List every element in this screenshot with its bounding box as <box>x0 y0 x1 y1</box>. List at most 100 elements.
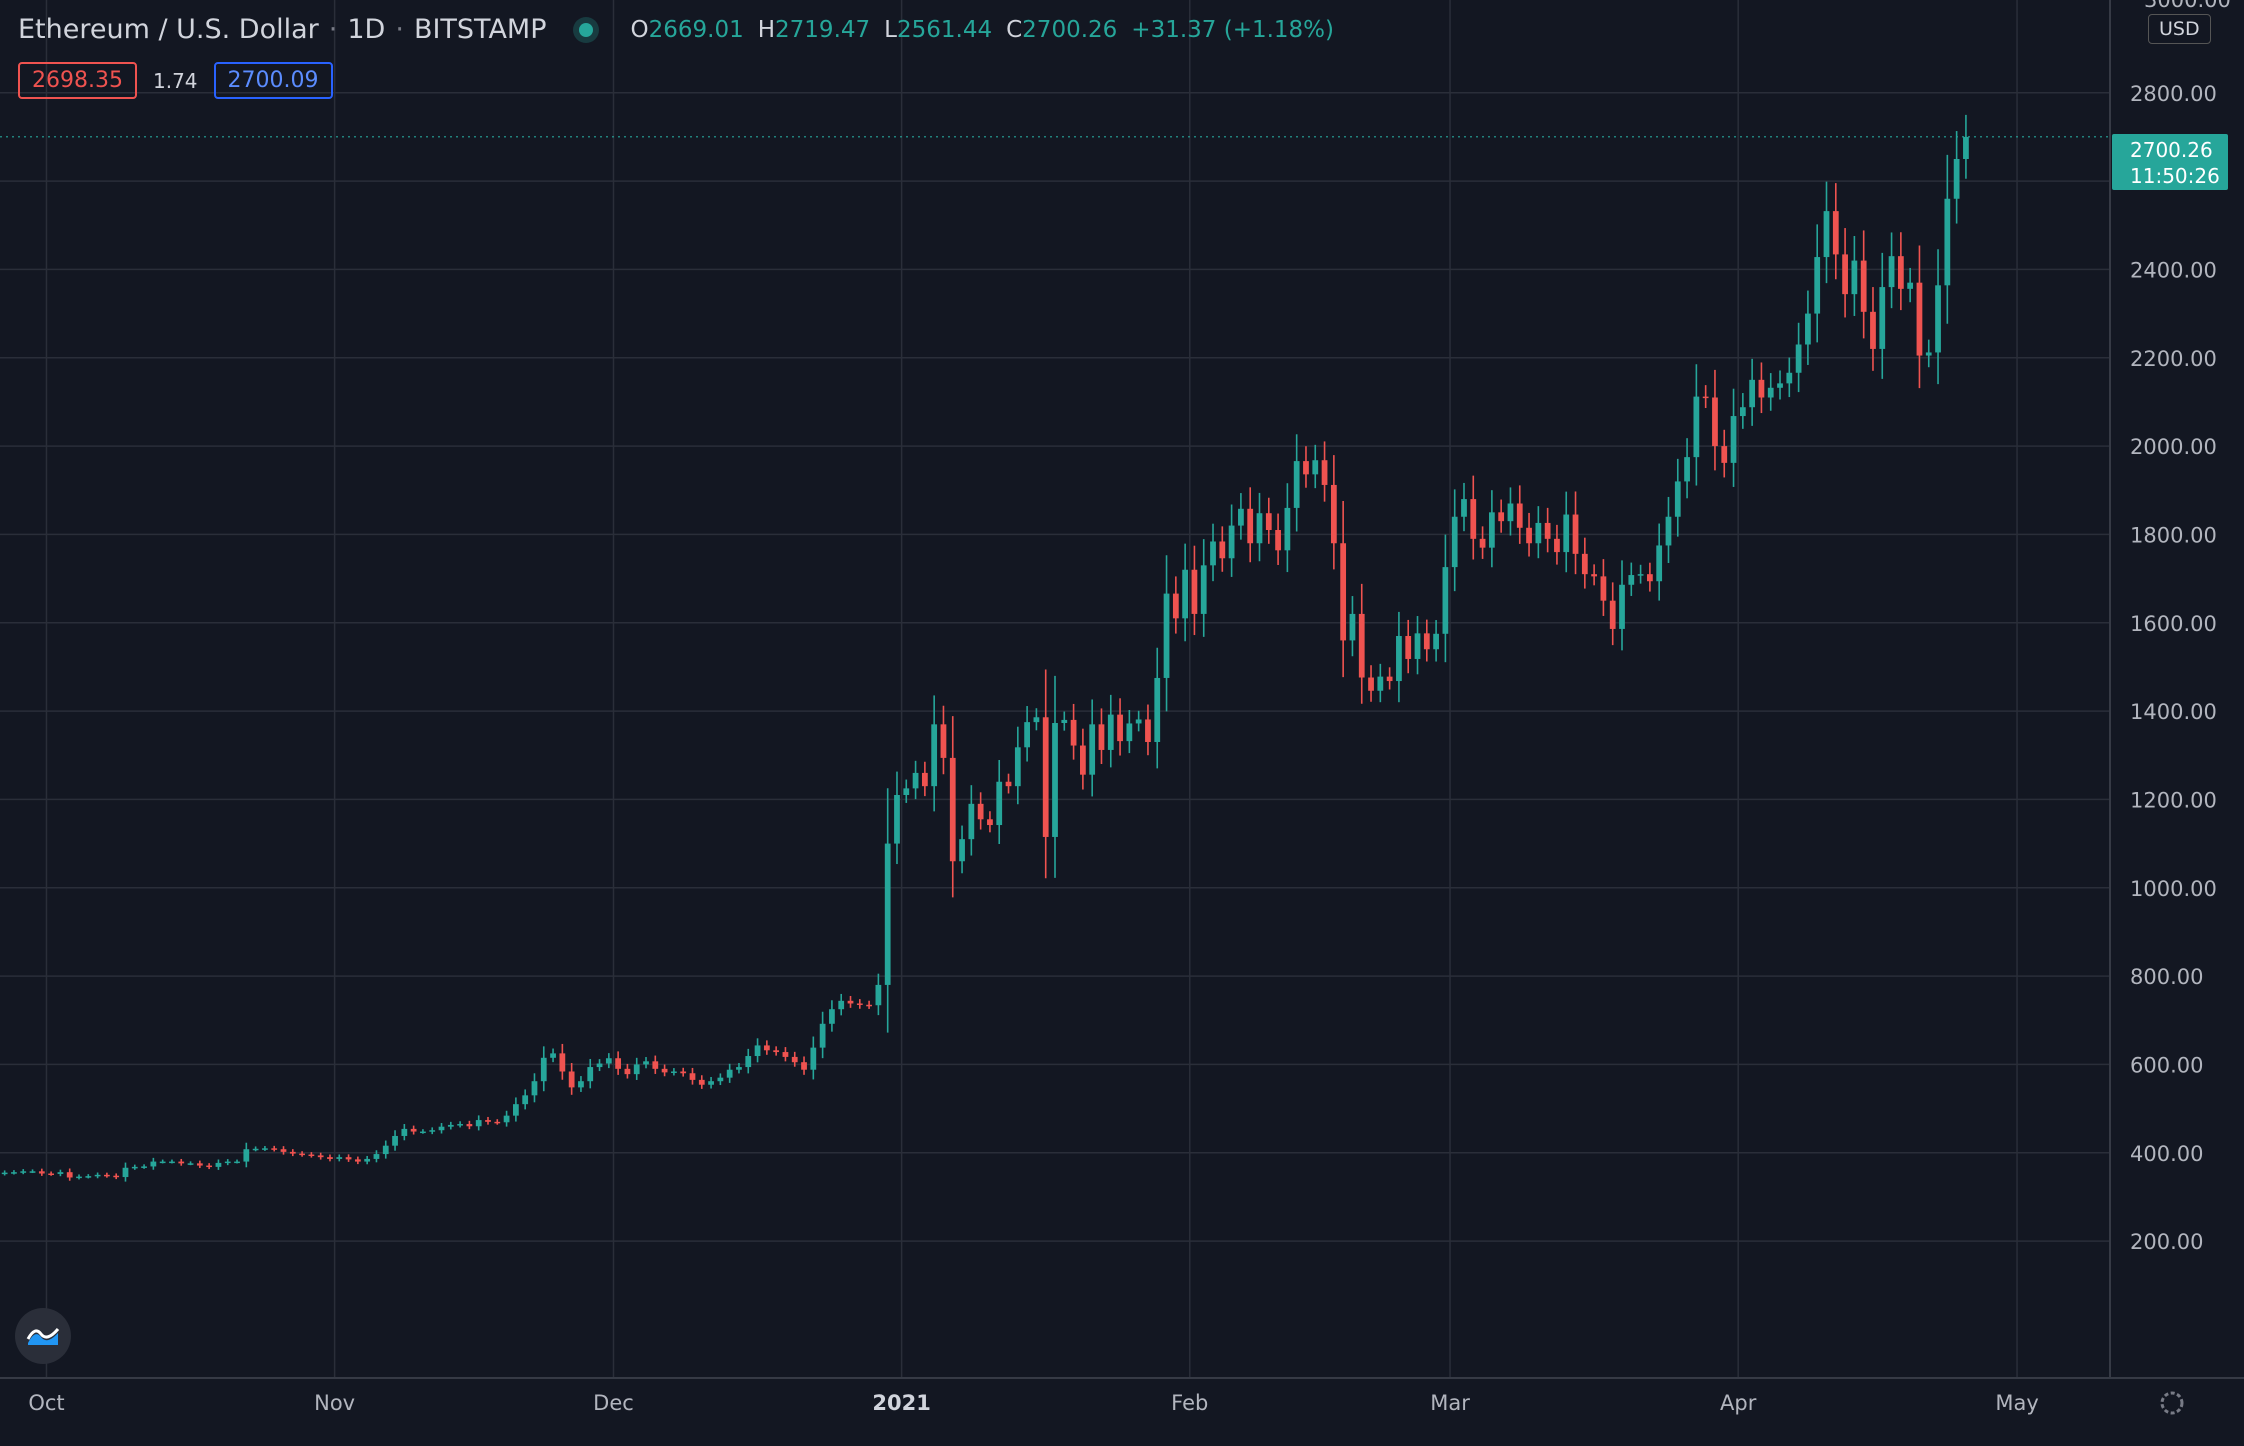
candle-body <box>1238 508 1244 526</box>
candle-body <box>1554 538 1560 553</box>
candle-body <box>289 1151 296 1154</box>
candle-body <box>1451 516 1458 568</box>
price-tick-label: 200.00 <box>2130 1230 2203 1254</box>
candle-body <box>903 788 910 795</box>
candle-body <box>1535 522 1542 544</box>
candle-body <box>763 1045 770 1051</box>
symbol-legend: Ethereum / U.S. Dollar · 1D · BITSTAMP O… <box>18 14 1334 45</box>
candle-body <box>1507 503 1514 522</box>
price-tick-label: 1000.00 <box>2130 877 2217 901</box>
candle-body <box>485 1120 491 1122</box>
candle-body <box>38 1171 45 1174</box>
candle-body <box>1228 525 1235 559</box>
candle-body <box>85 1176 92 1178</box>
symbol-name[interactable]: Ethereum / U.S. Dollar <box>18 14 319 45</box>
gear-icon[interactable] <box>2160 1391 2184 1415</box>
candle-body <box>1767 387 1774 398</box>
candle-body <box>1870 311 1876 349</box>
candle-body <box>1461 499 1467 517</box>
time-tick-label: Mar <box>1430 1391 1470 1415</box>
time-tick-label: 2021 <box>872 1391 930 1415</box>
separator-dot: · <box>395 14 404 45</box>
candle-body <box>745 1056 752 1068</box>
candle-body <box>1739 407 1746 417</box>
price-tick-label: 2000.00 <box>2130 435 2217 459</box>
candle-body <box>1637 574 1644 576</box>
candle-body <box>587 1067 594 1082</box>
candle-body <box>1944 198 1951 286</box>
candle-body <box>1172 593 1179 619</box>
candle-body <box>262 1148 268 1150</box>
candle-body <box>736 1067 742 1070</box>
candle-body <box>1526 527 1532 544</box>
candle-body <box>29 1171 36 1173</box>
candle-body <box>354 1159 361 1162</box>
candle-body <box>224 1161 231 1164</box>
candle-body <box>540 1057 547 1082</box>
candle-body <box>1312 460 1319 475</box>
candle-body <box>1433 633 1439 650</box>
candle-body <box>1135 719 1142 724</box>
candle-body <box>1423 633 1430 650</box>
candle-body <box>875 984 882 1006</box>
interval-label[interactable]: 1D <box>347 14 386 45</box>
candle-body <box>1628 575 1635 585</box>
tradingview-logo-icon[interactable] <box>15 1308 71 1364</box>
logo-glyph <box>26 1328 60 1345</box>
candle-body <box>410 1128 417 1132</box>
buy-button[interactable]: 2700.09 <box>213 62 333 99</box>
candle-body <box>447 1124 454 1127</box>
candle-body <box>1758 379 1765 398</box>
candle-body <box>773 1050 780 1053</box>
candle-body <box>1219 541 1226 559</box>
candle-body <box>1061 719 1068 724</box>
candle-body <box>1591 574 1598 577</box>
price-tick-label: 400.00 <box>2130 1142 2203 1166</box>
candle-body <box>1321 460 1328 485</box>
price-tick-label: 2400.00 <box>2130 258 2217 282</box>
candle-body <box>1070 719 1077 746</box>
candle-body <box>1470 499 1477 539</box>
candle-body <box>829 1009 835 1024</box>
price-tick-label: 800.00 <box>2130 965 2203 989</box>
candle-body <box>1080 745 1086 775</box>
candle-body <box>559 1053 566 1072</box>
candle-body <box>1396 636 1402 682</box>
candle-body <box>466 1124 473 1127</box>
candle-body <box>1963 136 1969 159</box>
candle-body <box>596 1063 603 1068</box>
market-status-icon[interactable] <box>578 22 593 37</box>
candle-body <box>643 1061 649 1065</box>
candle-body <box>912 772 919 789</box>
candle-body <box>717 1077 724 1082</box>
candle-body <box>457 1124 463 1126</box>
candle-body <box>550 1053 556 1058</box>
bar-countdown: 11:50:26 <box>2130 164 2220 188</box>
candle-body <box>987 819 993 826</box>
candle-body <box>1284 507 1291 551</box>
candle-body <box>1916 282 1923 356</box>
candle-body <box>1656 545 1663 582</box>
candle-body <box>1897 256 1904 289</box>
candle-body <box>977 803 984 820</box>
candle-body <box>940 724 947 758</box>
candle-body <box>420 1131 426 1134</box>
candle-body <box>1581 553 1588 575</box>
candle-body <box>689 1073 696 1080</box>
candle-body <box>1907 282 1914 289</box>
candle-body <box>1832 211 1839 255</box>
candle-body <box>1674 481 1681 517</box>
candle-body <box>959 839 965 862</box>
candle-body <box>196 1163 203 1166</box>
sell-button[interactable]: 2698.35 <box>18 62 137 99</box>
candle-body <box>680 1071 687 1074</box>
candle-body <box>1823 211 1830 258</box>
candle-body <box>512 1104 519 1116</box>
candle-body <box>1702 396 1709 399</box>
candle-body <box>698 1079 705 1085</box>
candle-body <box>894 795 900 844</box>
low-label: L <box>884 16 897 43</box>
candle-body <box>578 1081 584 1088</box>
currency-button[interactable]: USD <box>2148 14 2211 44</box>
